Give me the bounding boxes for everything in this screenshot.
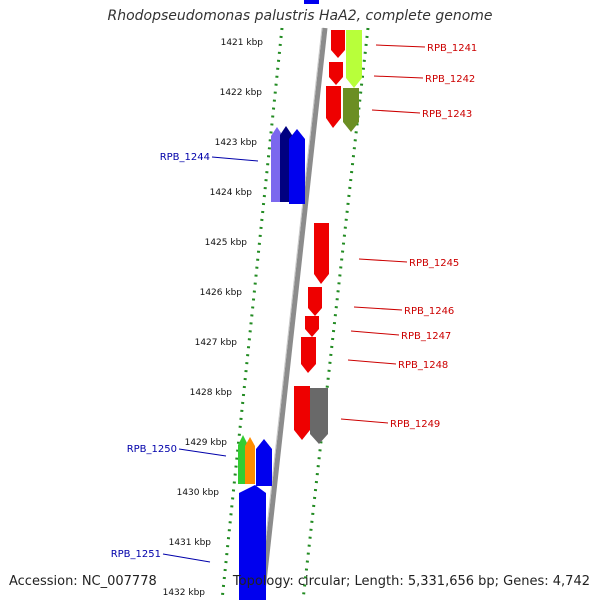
- gene-feature[interactable]: [346, 30, 362, 88]
- gene-label[interactable]: RPB_1242: [425, 74, 475, 85]
- gene-feature[interactable]: [326, 86, 341, 128]
- gene-leader-line: [211, 156, 259, 162]
- scale-tick-label: 1422 kbp: [220, 88, 263, 98]
- scale-tick-label: 1429 kbp: [185, 438, 228, 448]
- gene-feature[interactable]: [294, 386, 310, 440]
- gene-leader-line: [353, 306, 403, 311]
- gene-label[interactable]: RPB_1249: [390, 419, 440, 430]
- gene-label[interactable]: RPB_1250: [127, 444, 177, 455]
- gene-leader-line: [373, 75, 424, 79]
- gene-leader-line: [375, 44, 426, 48]
- scale-tick-label: 1421 kbp: [221, 38, 264, 48]
- gene-labels: RPB_1241 RPB_1242 RPB_1243 RPB_1244 RPB_1245…: [111, 43, 477, 563]
- gene-label[interactable]: RPB_1248: [398, 360, 448, 371]
- gene-leader-line: [350, 330, 400, 336]
- gene-feature[interactable]: [314, 223, 329, 284]
- gene-leader-line: [162, 553, 211, 563]
- gene-feature[interactable]: [329, 62, 343, 85]
- genome-summary: Topology: circular; Length: 5,331,656 bp…: [232, 574, 590, 589]
- gene-leader-line: [371, 109, 421, 114]
- map-title: Rhodopseudomonas palustris HaA2, complet…: [107, 8, 493, 24]
- genes-forward: [294, 30, 362, 444]
- gene-feature[interactable]: [239, 485, 266, 600]
- gene-feature[interactable]: [308, 287, 322, 316]
- scale-tick-label: 1430 kbp: [177, 488, 220, 498]
- backbone-highlight: [258, 27, 323, 600]
- gene-label[interactable]: RPB_1246: [404, 306, 454, 317]
- gene-feature[interactable]: [256, 439, 272, 486]
- scale-tick-label: 1427 kbp: [195, 338, 238, 348]
- scale-tick-label: 1423 kbp: [215, 138, 258, 148]
- gene-leader-line: [347, 359, 397, 365]
- scale-tick-label: 1432 kbp: [163, 588, 206, 598]
- genome-backbone: [259, 27, 328, 600]
- scale-tick-label: 1426 kbp: [200, 288, 243, 298]
- gene-feature[interactable]: [245, 437, 255, 484]
- gene-feature[interactable]: [305, 316, 319, 337]
- gene-label[interactable]: RPB_1244: [160, 152, 210, 163]
- gene-feature[interactable]: [304, 0, 319, 4]
- genes-reverse: [238, 0, 319, 600]
- gene-label[interactable]: RPB_1245: [409, 258, 459, 269]
- gene-leader-line: [178, 448, 227, 457]
- gene-leader-line: [358, 258, 408, 263]
- scale-tick-label: 1424 kbp: [210, 188, 253, 198]
- gene-label[interactable]: RPB_1243: [422, 109, 472, 120]
- gene-label[interactable]: RPB_1251: [111, 549, 161, 560]
- gene-label[interactable]: RPB_1241: [427, 43, 477, 54]
- gene-label[interactable]: RPB_1247: [401, 331, 451, 342]
- gene-feature[interactable]: [331, 30, 345, 58]
- scale-tick-label: 1428 kbp: [190, 388, 233, 398]
- gene-feature[interactable]: [301, 337, 316, 373]
- gene-leader-line: [340, 418, 389, 424]
- scale-ticks: 1421 kbp 1422 kbp 1423 kbp 1424 kbp 1425 kbp…: [163, 38, 264, 598]
- scale-tick-label: 1425 kbp: [205, 238, 248, 248]
- gene-feature[interactable]: [310, 388, 328, 444]
- gene-feature[interactable]: [289, 129, 305, 204]
- scale-tick-label: 1431 kbp: [169, 538, 212, 548]
- gene-feature[interactable]: [343, 88, 359, 132]
- accession-text: Accession: NC_007778: [9, 574, 157, 589]
